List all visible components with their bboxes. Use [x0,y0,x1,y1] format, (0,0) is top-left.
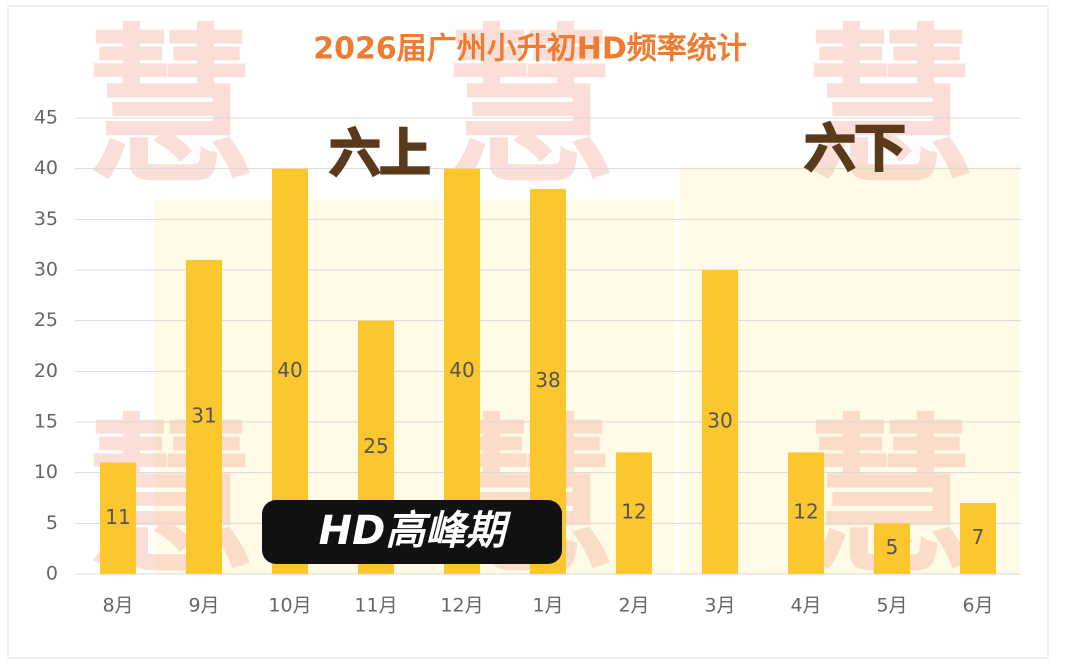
annotation: HD高峰期 [319,508,512,554]
value-label: 40 [277,358,302,382]
bar [960,503,996,574]
frame [7,5,1049,659]
value-label: 12 [621,500,646,524]
chart-title: 2026届广州小升初HD频率统计 [313,32,747,67]
y-tick-label: 20 [34,360,58,382]
y-tick-label: 5 [46,512,58,534]
bars: 8月 11 9月 31 10月 40 11月 25 12月 40 1月 38 2月 12 3月 30 4月 12 5… [100,168,996,617]
x-tick-label: 4月 [790,595,821,617]
bar [616,452,652,574]
x-tick-label: 5月 [876,595,907,617]
x-tick-label: 11月 [354,595,397,617]
y-tick-label: 0 [46,563,58,585]
bar [874,523,910,574]
x-tick-label: 6月 [962,595,993,617]
y-tick-label: 30 [34,259,58,281]
annotation: 六上 [330,125,430,183]
value-label: 5 [886,535,899,559]
y-tick-label: 45 [34,107,58,129]
watermark: 慧 [805,9,975,207]
bar [100,462,136,574]
x-tick-label: 12月 [440,595,483,617]
bar [788,452,824,574]
watermark: 慧 [85,9,255,207]
value-label: 11 [105,505,130,529]
value-label: 25 [363,434,388,458]
x-tick-label: 8月 [102,595,133,617]
y-tick-label: 40 [34,157,58,179]
value-label: 31 [191,403,216,427]
y-tick-label: 10 [34,461,58,483]
y-tick-label: 35 [34,208,58,230]
x-tick-label: 1月 [532,595,563,617]
value-label: 7 [972,525,985,549]
x-tick-label: 2月 [618,595,649,617]
y-tick-label: 15 [34,411,58,433]
value-label: 38 [535,368,560,392]
x-tick-label: 9月 [188,595,219,617]
y-tick-label: 25 [34,309,58,331]
value-label: 12 [793,500,818,524]
bar [186,259,222,574]
annotation-box [262,500,562,564]
bar [702,270,738,574]
value-label: 30 [707,409,732,433]
x-tick-label: 10月 [268,595,311,617]
value-label: 40 [449,358,474,382]
x-tick-label: 3月 [704,595,735,617]
annotation: 六下 [805,120,905,178]
